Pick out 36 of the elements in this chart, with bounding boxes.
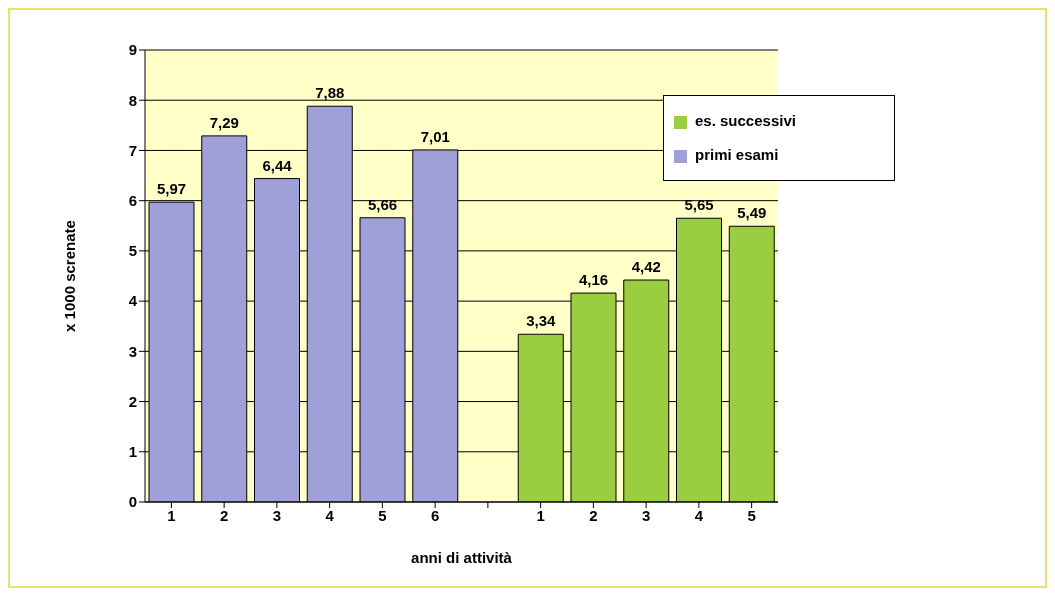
data-label: 5,97	[156, 180, 187, 198]
x-axis-title: anni di attività	[411, 548, 513, 566]
data-label: 7,01	[420, 127, 450, 145]
data-label: 5,65	[684, 196, 714, 214]
data-label: 4,16	[578, 271, 609, 289]
y-tick-label: 3	[128, 342, 137, 360]
data-label: 7,29	[209, 113, 239, 131]
legend-label: es. successivi	[695, 112, 796, 129]
x-tick-label: 1	[536, 506, 545, 524]
data-label: 6,44	[262, 156, 293, 174]
x-tick-label: 4	[325, 506, 335, 524]
y-tick-label: 1	[128, 443, 137, 461]
data-label: 7,88	[315, 84, 345, 102]
y-axis-title: x 1000 screnate	[61, 220, 79, 332]
legend-label: primi esami	[695, 146, 779, 163]
y-tick-label: 2	[128, 392, 137, 410]
x-tick-label: 4	[694, 506, 704, 524]
x-tick-label: 6	[430, 506, 440, 524]
y-tick-label: 7	[128, 141, 137, 159]
x-tick-label: 2	[589, 506, 598, 524]
y-tick-label: 6	[128, 191, 137, 209]
y-tick-label: 9	[128, 41, 137, 59]
x-tick-label: 3	[641, 506, 651, 524]
x-tick-label: 2	[219, 506, 229, 524]
y-tick-label: 8	[128, 91, 137, 109]
x-tick-label: 5	[378, 506, 387, 524]
data-label: 5,49	[737, 204, 767, 222]
x-tick-label: 5	[747, 506, 756, 524]
data-label: 3,34	[526, 312, 556, 330]
y-tick-label: 4	[128, 292, 138, 310]
data-label: 4,42	[631, 258, 661, 276]
x-tick-label: 1	[167, 506, 176, 524]
data-label: 5,66	[367, 195, 398, 213]
y-tick-label: 0	[128, 493, 137, 511]
x-tick-label: 3	[272, 506, 282, 524]
y-tick-label: 5	[128, 242, 137, 260]
